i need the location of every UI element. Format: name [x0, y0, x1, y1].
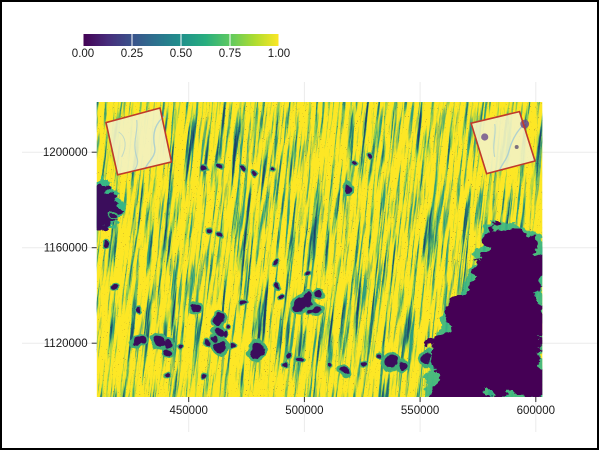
- svg-text:450000: 450000: [170, 405, 208, 417]
- svg-text:1160000: 1160000: [44, 243, 88, 255]
- svg-text:550000: 550000: [401, 405, 439, 417]
- svg-text:1200000: 1200000: [43, 147, 88, 159]
- svg-text:0.50: 0.50: [170, 48, 192, 60]
- svg-text:1120000: 1120000: [44, 338, 88, 350]
- svg-text:0.25: 0.25: [121, 48, 143, 60]
- svg-text:500000: 500000: [285, 405, 323, 417]
- svg-text:600000: 600000: [517, 405, 555, 417]
- svg-text:0.75: 0.75: [219, 48, 241, 60]
- svg-text:1.00: 1.00: [268, 48, 290, 60]
- svg-text:0.00: 0.00: [72, 48, 94, 60]
